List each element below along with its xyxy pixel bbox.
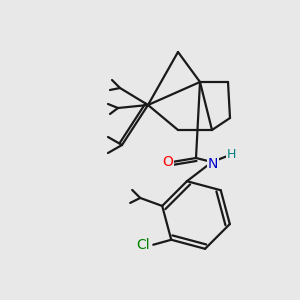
- Text: Cl: Cl: [136, 238, 150, 252]
- Text: N: N: [208, 157, 218, 171]
- Text: H: H: [226, 148, 236, 161]
- Text: O: O: [163, 155, 173, 169]
